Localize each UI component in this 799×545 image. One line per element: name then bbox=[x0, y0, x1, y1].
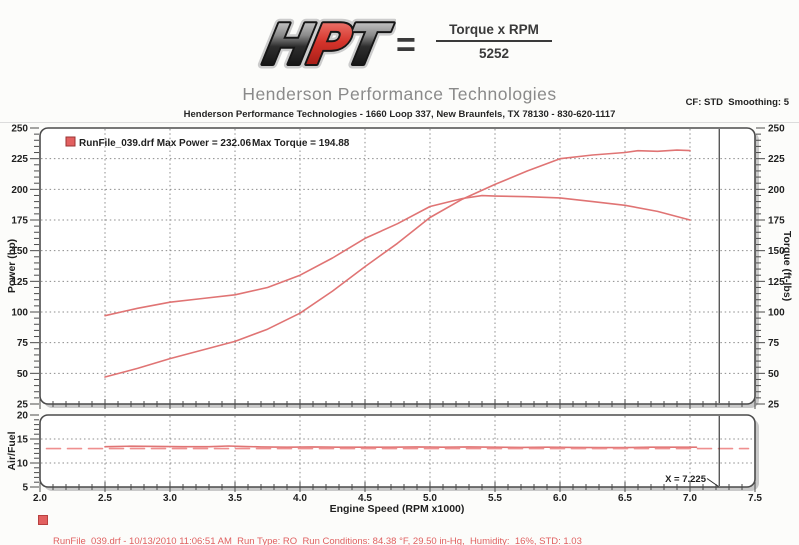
chart-legend: RunFile_039.drf Max Power = 232.06 Max T… bbox=[65, 136, 350, 149]
x-tick-label: 7.5 bbox=[748, 493, 762, 504]
equals-sign: = bbox=[396, 26, 416, 64]
logo-outline-outer: HPT bbox=[258, 13, 396, 78]
header-divider bbox=[0, 122, 799, 123]
x-tick-label: 7.0 bbox=[683, 493, 697, 504]
plot-panel bbox=[40, 128, 755, 404]
x-tick-label: 6.5 bbox=[618, 493, 632, 504]
y-tick-label-left: 25 bbox=[17, 400, 29, 411]
legend-max-power: RunFile_039.drf Max Power = 232.06 bbox=[79, 138, 251, 149]
torque-axis-title: Torque (ft-lbs) bbox=[781, 231, 793, 301]
run-summary-lines: RunFile_039.drf - 10/13/2010 11:06:51 AM… bbox=[53, 514, 582, 545]
cursor-annotation: X = 7.225 bbox=[665, 474, 719, 487]
power-axis-title: Power (hp) bbox=[6, 239, 18, 293]
y-tick-label-left: 150 bbox=[11, 246, 28, 257]
x-tick-label: 4.0 bbox=[293, 493, 307, 504]
legend-run-swatch bbox=[65, 136, 76, 147]
y-tick-label-left: 10 bbox=[17, 459, 29, 470]
y-tick-label-left: 125 bbox=[11, 277, 28, 288]
x-tick-label: 5.0 bbox=[423, 493, 437, 504]
y-tick-label-left: 5 bbox=[22, 483, 28, 494]
x-tick-label: 2.5 bbox=[98, 493, 112, 504]
plot-border bbox=[39, 127, 756, 405]
y-tick-label-right: 250 bbox=[768, 124, 785, 135]
hpt-logo: HPT HPT HPT bbox=[254, 4, 401, 86]
logo-outline-inner: HPT bbox=[258, 13, 396, 78]
cf-smoothing-settings: CF: STD Smoothing: 5 bbox=[685, 97, 789, 108]
x-tick-label: 2.0 bbox=[33, 493, 47, 504]
airfuel-chart: 5 10 15 20 2.0 2.5 3.0 3.5 4.0 4.5 5.0 5.5 6.0 6.5 7.0… bbox=[17, 411, 763, 505]
y-tick-label-left: 175 bbox=[11, 216, 28, 227]
y-tick-label-right: 150 bbox=[768, 246, 785, 257]
y-tick-label-right: 75 bbox=[768, 338, 780, 349]
x-axis-title: Engine Speed (RPM x1000) bbox=[330, 503, 465, 515]
curve-air-fuel bbox=[104, 445, 698, 449]
logo-fill: HPT bbox=[258, 13, 396, 78]
curve-torque-ft-lbs- bbox=[104, 194, 691, 317]
y-tick-label-left: 20 bbox=[17, 411, 29, 422]
legend-max-torque: Max Torque = 194.88 bbox=[252, 138, 350, 149]
y-tick-label-right: 200 bbox=[768, 185, 785, 196]
formula-numerator: Torque x RPM bbox=[436, 22, 552, 42]
y-tick-label-right: 100 bbox=[768, 308, 785, 319]
x-tick-label: 5.5 bbox=[488, 493, 502, 504]
y-tick-label-left: 225 bbox=[11, 154, 28, 165]
y-tick-label-left: 50 bbox=[17, 369, 29, 380]
y-tick-label-left: 250 bbox=[11, 124, 28, 135]
y-tick-label-right: 225 bbox=[768, 154, 785, 165]
run-summary-footer: RunFile_039.drf - 10/13/2010 11:06:51 AM… bbox=[38, 514, 582, 545]
y-tick-label-right: 50 bbox=[768, 369, 780, 380]
company-title: Henderson Performance Technologies bbox=[242, 84, 557, 104]
formula-denominator: 5252 bbox=[478, 46, 510, 61]
cursor-pointer-line bbox=[706, 478, 719, 487]
y-tick-label-right: 125 bbox=[768, 277, 785, 288]
axis-titles: Power (hp) Torque (ft-lbs) Air/Fuel Engi… bbox=[6, 231, 793, 515]
y-tick-label-left: 75 bbox=[17, 338, 29, 349]
torque-formula: Torque x RPM 5252 bbox=[436, 22, 552, 61]
x-tick-label: 3.5 bbox=[228, 493, 242, 504]
airfuel-axis-title: Air/Fuel bbox=[6, 431, 18, 470]
y-tick-label-left: 200 bbox=[11, 185, 28, 196]
curve-power-hp- bbox=[104, 149, 691, 378]
x-tick-label: 6.0 bbox=[553, 493, 567, 504]
plot-border bbox=[39, 414, 756, 488]
cursor-label: X = 7.225 bbox=[665, 474, 707, 485]
hpt-logo-letters: HPT HPT HPT bbox=[254, 8, 401, 82]
x-tick-label: 4.5 bbox=[358, 493, 372, 504]
company-address: Henderson Performance Technologies - 166… bbox=[183, 109, 616, 120]
y-tick-label-right: 175 bbox=[768, 216, 785, 227]
y-tick-label-left: 100 bbox=[11, 308, 28, 319]
power-torque-chart: 25 25 50 50 75 75 100 100 125 125 150 150 175 175 200 2… bbox=[11, 124, 785, 411]
plot-panel bbox=[40, 415, 755, 487]
run-summary-line1: RunFile_039.drf - 10/13/2010 11:06:51 AM… bbox=[53, 536, 582, 545]
y-tick-label-right: 25 bbox=[768, 400, 780, 411]
run-marker-icon bbox=[38, 515, 48, 525]
y-tick-label-left: 15 bbox=[17, 435, 29, 446]
x-tick-label: 3.0 bbox=[163, 493, 177, 504]
